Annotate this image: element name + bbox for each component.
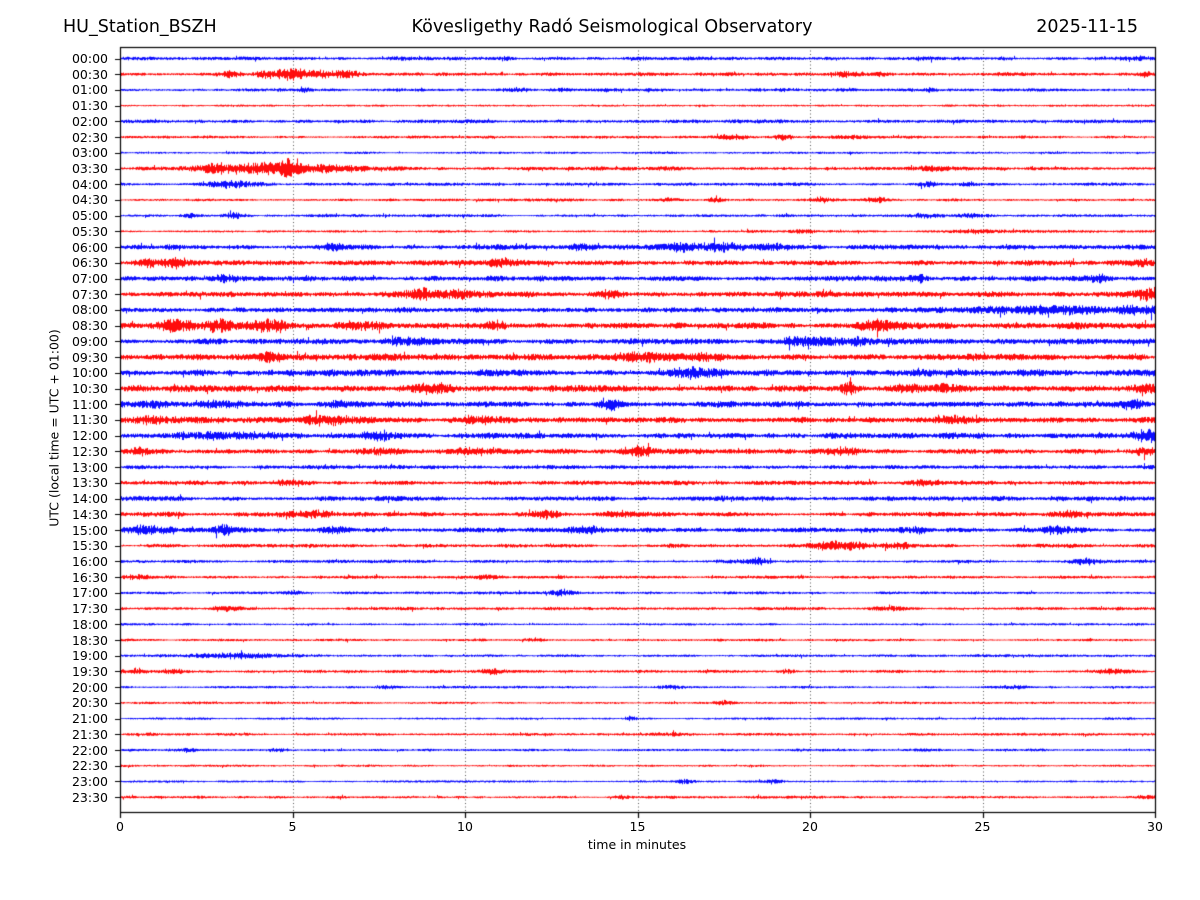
y-tick-label: 12:00 bbox=[71, 428, 108, 444]
y-tick-label: 09:30 bbox=[71, 349, 108, 365]
y-tick-label: 15:00 bbox=[71, 522, 108, 538]
y-tick-label: 18:00 bbox=[71, 616, 108, 632]
y-tick-label: 03:00 bbox=[71, 145, 108, 161]
y-tick-label: 19:30 bbox=[71, 663, 108, 679]
y-tick-label: 05:30 bbox=[71, 223, 108, 239]
y-tick-label: 17:00 bbox=[71, 585, 108, 601]
y-tick-label: 15:30 bbox=[71, 538, 108, 554]
y-tick-label: 21:00 bbox=[71, 711, 108, 727]
y-tick-label: 20:00 bbox=[71, 679, 108, 695]
y-tick-label: 17:30 bbox=[71, 601, 108, 617]
y-tick-label: 07:00 bbox=[71, 271, 108, 287]
y-tick-label: 09:00 bbox=[71, 333, 108, 349]
x-tick-label: 25 bbox=[974, 819, 991, 834]
y-tick-label: 02:30 bbox=[71, 129, 108, 145]
y-tick-label: 22:00 bbox=[71, 742, 108, 758]
plot-title: Kövesligethy Radó Seismological Observat… bbox=[411, 17, 813, 37]
x-axis-label: time in minutes bbox=[587, 837, 687, 852]
y-tick-label: 04:30 bbox=[71, 192, 108, 208]
station-label: HU_Station_BSZH bbox=[63, 17, 217, 37]
y-tick-label: 00:00 bbox=[71, 51, 108, 66]
y-tick-label: 10:30 bbox=[71, 381, 108, 397]
y-tick-label: 14:00 bbox=[71, 491, 108, 507]
x-tick-label: 15 bbox=[629, 819, 646, 834]
y-tick-label: 06:30 bbox=[71, 255, 108, 271]
y-tick-label: 02:00 bbox=[71, 113, 108, 129]
y-tick-label: 18:30 bbox=[71, 632, 108, 648]
y-tick-label: 00:30 bbox=[71, 66, 108, 82]
y-tick-label: 04:00 bbox=[71, 176, 108, 192]
y-tick-label: 07:30 bbox=[71, 286, 108, 302]
x-tick-label: 30 bbox=[1147, 819, 1163, 834]
x-tick-label: 10 bbox=[457, 819, 473, 834]
y-tick-label: 03:30 bbox=[71, 161, 108, 177]
y-tick-label: 23:00 bbox=[71, 773, 108, 789]
y-tick-label: 11:30 bbox=[71, 412, 108, 428]
y-tick-label: 16:30 bbox=[71, 569, 108, 585]
y-tick-label: 08:00 bbox=[71, 302, 108, 318]
y-tick-label: 01:30 bbox=[71, 98, 108, 114]
y-tick-label: 12:30 bbox=[71, 443, 108, 459]
y-tick-label: 20:30 bbox=[71, 695, 108, 711]
y-tick-label: 22:30 bbox=[71, 758, 108, 774]
y-tick-label: 21:30 bbox=[71, 726, 108, 742]
x-tick-label: 5 bbox=[288, 819, 297, 834]
y-tick-label: 13:30 bbox=[71, 475, 108, 491]
y-tick-label: 06:00 bbox=[71, 239, 108, 255]
x-tick-label: 0 bbox=[116, 819, 124, 834]
y-tick-label: 19:00 bbox=[71, 648, 108, 664]
y-tick-label: 16:00 bbox=[71, 553, 108, 569]
y-tick-label: 10:00 bbox=[71, 365, 108, 381]
y-tick-label: 13:00 bbox=[71, 459, 108, 475]
y-tick-label: 23:30 bbox=[71, 789, 108, 805]
y-tick-labels: 00:00 00:30 01:00 01:30 02:00 02:30 03:00 03:30… bbox=[0, 0, 112, 900]
y-tick-label: 11:00 bbox=[71, 396, 108, 412]
y-tick-label: 08:30 bbox=[71, 318, 108, 334]
date-label: 2025-11-15 bbox=[1036, 17, 1138, 37]
y-tick-label: 14:30 bbox=[71, 506, 108, 522]
y-tick-label: 01:00 bbox=[71, 82, 108, 98]
y-tick-label: 05:00 bbox=[71, 208, 108, 224]
x-tick-label: 20 bbox=[802, 819, 818, 834]
